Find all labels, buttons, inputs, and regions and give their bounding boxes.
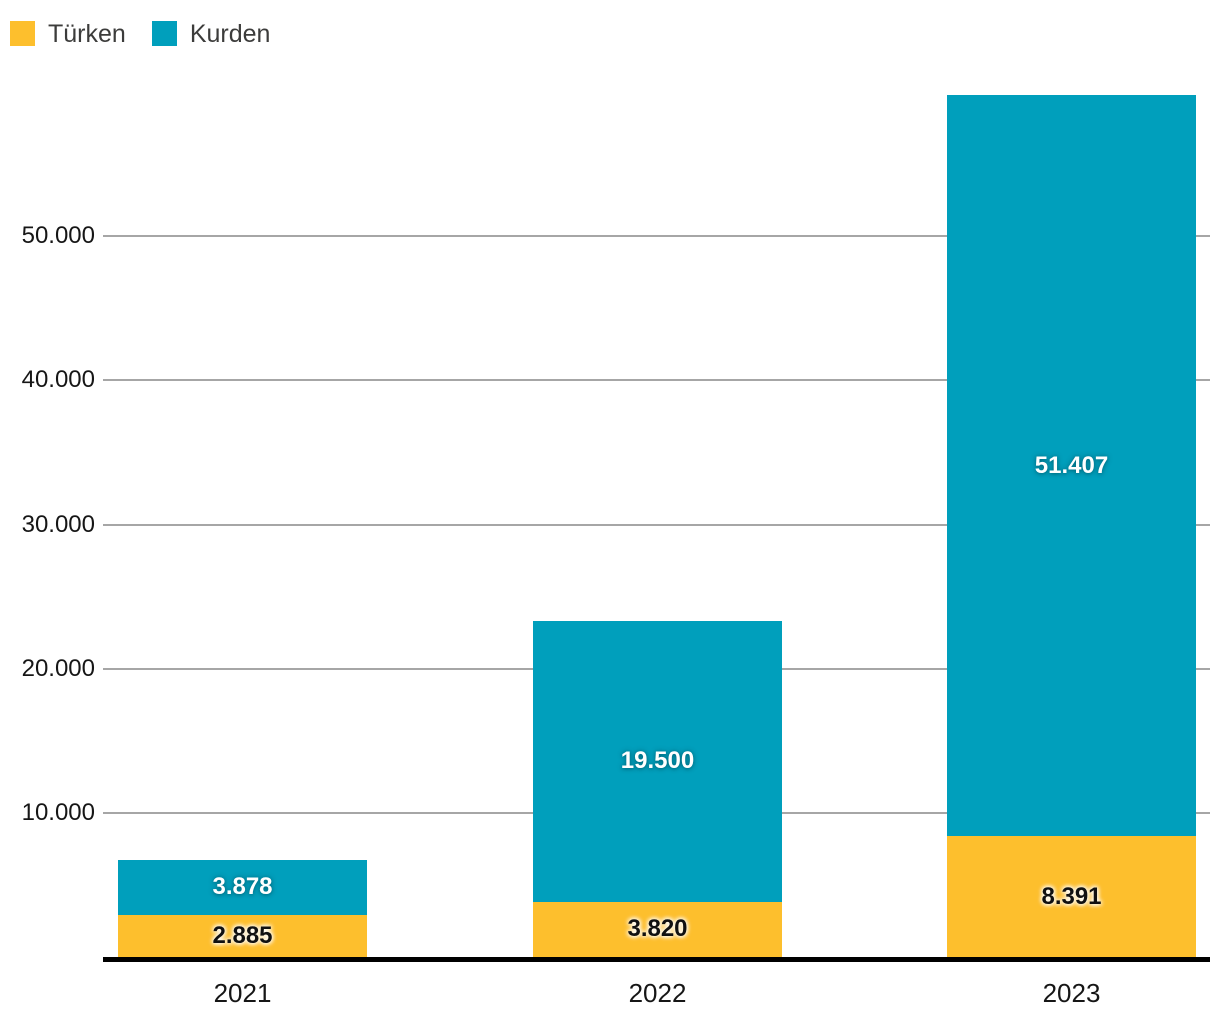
y-axis-tick-label: 20.000: [21, 654, 95, 682]
y-axis-tick-label: 30.000: [21, 510, 95, 538]
segment-value-label: 2.885: [212, 922, 273, 950]
y-axis-tick-label: 50.000: [21, 222, 95, 250]
bar-segment-kurden-2021: 3.878: [118, 859, 367, 916]
legend-label: Türken: [48, 20, 126, 48]
y-axis-tick-label: 10.000: [21, 798, 95, 826]
legend-item-kurden: Kurden: [151, 20, 271, 48]
gridline: [103, 523, 1210, 526]
segment-value-label: 3.878: [212, 873, 273, 901]
segment-value-label: 3.820: [627, 915, 688, 943]
gridline: [103, 235, 1210, 238]
segment-value-label: 19.500: [620, 747, 695, 775]
segment-value-label: 51.407: [1034, 451, 1109, 479]
x-axis-tick-label-2021: 2021: [213, 978, 272, 1008]
bar-segment-kurden-2023: 51.407: [947, 95, 1196, 836]
bar-segment-kurden-2022: 19.500: [533, 620, 782, 902]
x-axis-tick-label-2023: 2023: [1042, 978, 1101, 1008]
gridline: [103, 379, 1210, 382]
segment-value-label: 8.391: [1041, 882, 1102, 910]
legend-label: Kurden: [189, 20, 271, 48]
legend-swatch-icon: [151, 21, 177, 46]
bar-segment-türken-2021: 2.885: [118, 915, 367, 957]
bar-segment-türken-2023: 8.391: [947, 836, 1196, 957]
chart-legend: Türken Kurden: [10, 20, 270, 47]
x-axis-tick-label-2022: 2022: [628, 978, 687, 1008]
y-axis-tick-label: 40.000: [21, 366, 95, 394]
legend-swatch-icon: [10, 21, 35, 46]
x-axis-line: [103, 957, 1210, 962]
legend-item-türken: Türken: [10, 20, 126, 47]
bar-segment-türken-2022: 3.820: [533, 901, 782, 957]
